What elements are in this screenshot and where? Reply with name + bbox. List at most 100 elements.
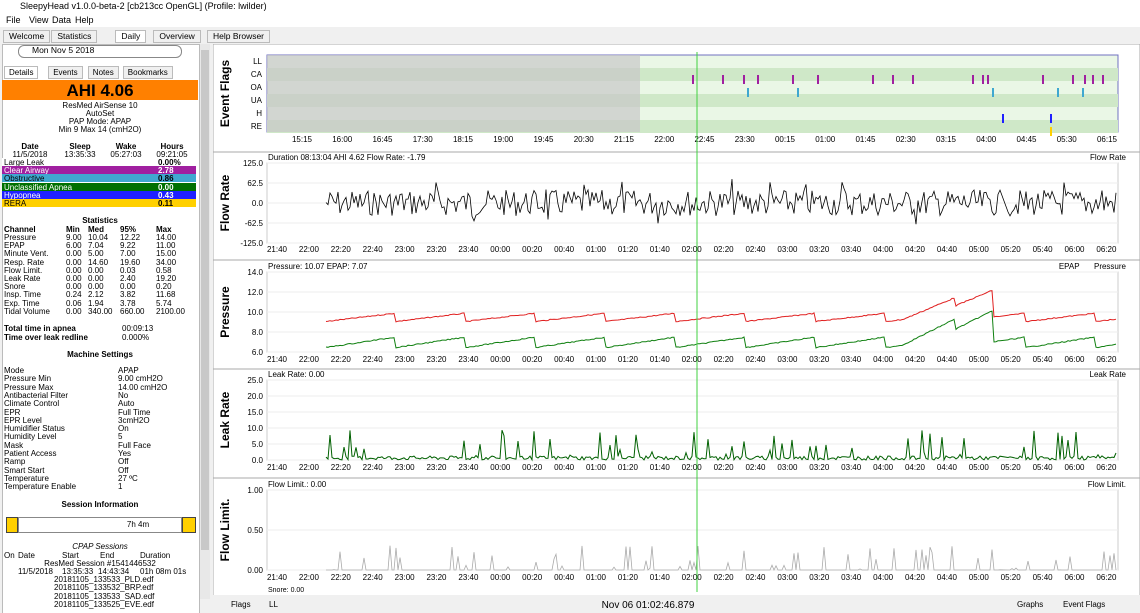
stat-cell: 3.82	[120, 290, 136, 300]
x-tick-label: 23:30	[735, 135, 756, 144]
x-tick-label: 00:20	[522, 463, 543, 472]
x-tick-label: 17:30	[413, 135, 434, 144]
x-tick-label: 23:00	[395, 245, 416, 254]
stat-cell: 0.06	[66, 298, 82, 308]
date-text[interactable]: Mon Nov 5 2018	[32, 45, 95, 55]
x-tick-label: 22:20	[331, 463, 352, 472]
setting-value: 14.00 cmH2O	[118, 382, 168, 392]
x-tick-label: 01:45	[855, 135, 876, 144]
session-header: Date	[18, 551, 35, 560]
graph-info: Duration 08:13:04 AHI 4.62 Flow Rate: -1…	[268, 153, 426, 162]
menu-item[interactable]: Help	[75, 15, 94, 25]
x-tick-label: 05:40	[1033, 245, 1054, 254]
side-tab[interactable]: Events	[48, 66, 83, 79]
x-tick-label: 03:20	[809, 573, 830, 582]
index-row	[2, 199, 196, 207]
x-tick-label: 05:20	[1001, 463, 1022, 472]
x-tick-label: 22:00	[299, 245, 320, 254]
flag-row-label: CA	[251, 70, 263, 79]
x-tick-label: 05:40	[1033, 463, 1054, 472]
stat-cell: 0.00	[120, 282, 136, 292]
index-row	[2, 158, 196, 166]
setting-value: Full Face	[118, 440, 151, 450]
tab[interactable]: Statistics	[51, 30, 98, 43]
waveform	[325, 430, 1117, 462]
x-tick-label: 02:00	[682, 463, 703, 472]
stat-cell: 0.00	[66, 249, 82, 259]
tab[interactable]: Welcome	[3, 30, 51, 43]
x-tick-label: 06:20	[1096, 245, 1117, 254]
x-tick-label: 04:00	[873, 463, 894, 472]
graph-label: Pressure	[218, 286, 232, 338]
side-tab[interactable]: Details	[4, 66, 39, 79]
session-cell: 14:43:34	[98, 567, 130, 576]
menu-item[interactable]: File	[6, 15, 21, 25]
summary-header: Wake	[115, 142, 137, 151]
setting-name: Pressure Min	[4, 374, 52, 384]
stat-cell: 9.22	[120, 241, 136, 251]
x-tick-label: 02:30	[896, 135, 917, 144]
session-file: 20181105_133532_BRP.edf	[54, 583, 154, 593]
session-header: Start	[62, 551, 79, 560]
stat-cell: 0.00	[66, 306, 82, 316]
session-device: ResMed Session #1541446532	[44, 559, 156, 568]
flag-row-label: H	[256, 109, 262, 118]
stat-cell: EPAP	[4, 241, 25, 251]
event-flags-dropdown[interactable]: Event Flags	[1063, 600, 1105, 609]
graph-area: Event Flags LL CA OA UA H RE 15:15 16:00 16:45 17:…	[213, 44, 1140, 613]
ll-dropdown[interactable]: LL	[269, 600, 278, 609]
x-tick-label: 04:40	[937, 355, 958, 364]
x-tick-label: 02:40	[745, 573, 766, 582]
stat-cell: 0.03	[120, 265, 136, 275]
flags-button[interactable]: Flags	[231, 600, 251, 609]
graph-label: Leak Rate	[218, 391, 232, 448]
x-tick-label: 06:00	[1064, 573, 1085, 582]
x-tick-label: 22:20	[331, 245, 352, 254]
side-tab[interactable]: Bookmarks	[122, 66, 173, 79]
x-tick-label: 05:40	[1033, 573, 1054, 582]
legend-entry: EPAP	[1059, 262, 1080, 271]
menu-item[interactable]: View	[29, 15, 49, 25]
graphs-button[interactable]: Graphs	[1017, 600, 1043, 609]
x-tick-label: 01:00	[586, 245, 607, 254]
setting-name: Mask	[4, 440, 24, 450]
stat-cell: 0.00	[66, 274, 82, 283]
setting-name: EPR	[4, 407, 21, 417]
graph-info: Pressure: 10.07 EPAP: 7.07	[268, 262, 368, 271]
tab[interactable]: Help Browser	[207, 30, 271, 43]
index-name: RERA	[4, 199, 27, 208]
setting-value: No	[118, 390, 129, 400]
menu-bar	[0, 14, 1140, 27]
graph-info: Snore: 0.00	[268, 587, 304, 594]
session-cell: 13:35:33	[62, 567, 94, 576]
setting-name: Temperature Enable	[4, 482, 77, 492]
y-tick-label: 12.0	[247, 288, 263, 297]
stat-cell: Resp. Rate	[4, 257, 45, 267]
y-tick-label: 10.0	[247, 308, 263, 317]
tab[interactable]: Overview	[153, 30, 201, 43]
x-tick-label: 03:15	[936, 135, 957, 144]
x-tick-label: 21:40	[267, 245, 288, 254]
x-tick-label: 05:00	[969, 245, 990, 254]
scroll-thumb[interactable]	[201, 50, 209, 550]
x-tick-label: 00:00	[490, 463, 511, 472]
x-tick-label: 22:45	[694, 135, 715, 144]
session-file: 20181105_133525_EVE.edf	[54, 599, 154, 609]
menu-item[interactable]: Data	[52, 15, 72, 25]
x-tick-label: 03:20	[809, 245, 830, 254]
summary-value: 09:21:05	[156, 150, 188, 159]
inactive-region	[267, 55, 640, 132]
y-tick-label: 62.5	[247, 179, 263, 188]
index-value: 0.11	[158, 199, 174, 208]
date-picker[interactable]	[18, 45, 182, 58]
x-tick-label: 02:40	[745, 245, 766, 254]
x-tick-label: 02:20	[714, 573, 735, 582]
side-tab[interactable]: Notes	[87, 66, 119, 79]
setting-value: Yes	[118, 449, 132, 458]
x-tick-label: 02:00	[682, 573, 703, 582]
graph-label: Flow Limit.	[218, 499, 232, 562]
tab[interactable]: Daily	[115, 30, 147, 43]
setting-value: On	[118, 424, 129, 434]
stat-cell: 7.04	[88, 241, 104, 251]
summary-value: 11/5/2018	[12, 150, 48, 159]
